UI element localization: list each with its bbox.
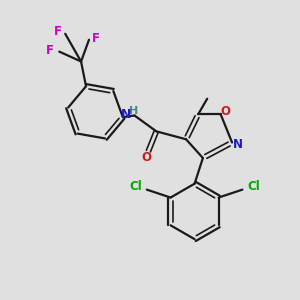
Text: O: O [220,105,231,118]
Text: Cl: Cl [129,180,142,193]
Text: F: F [54,25,62,38]
Text: N: N [233,138,243,151]
Text: F: F [46,44,54,57]
Text: O: O [141,151,152,164]
Text: F: F [92,32,100,45]
Text: N: N [120,108,131,121]
Text: Cl: Cl [247,180,260,193]
Text: H: H [129,106,138,116]
